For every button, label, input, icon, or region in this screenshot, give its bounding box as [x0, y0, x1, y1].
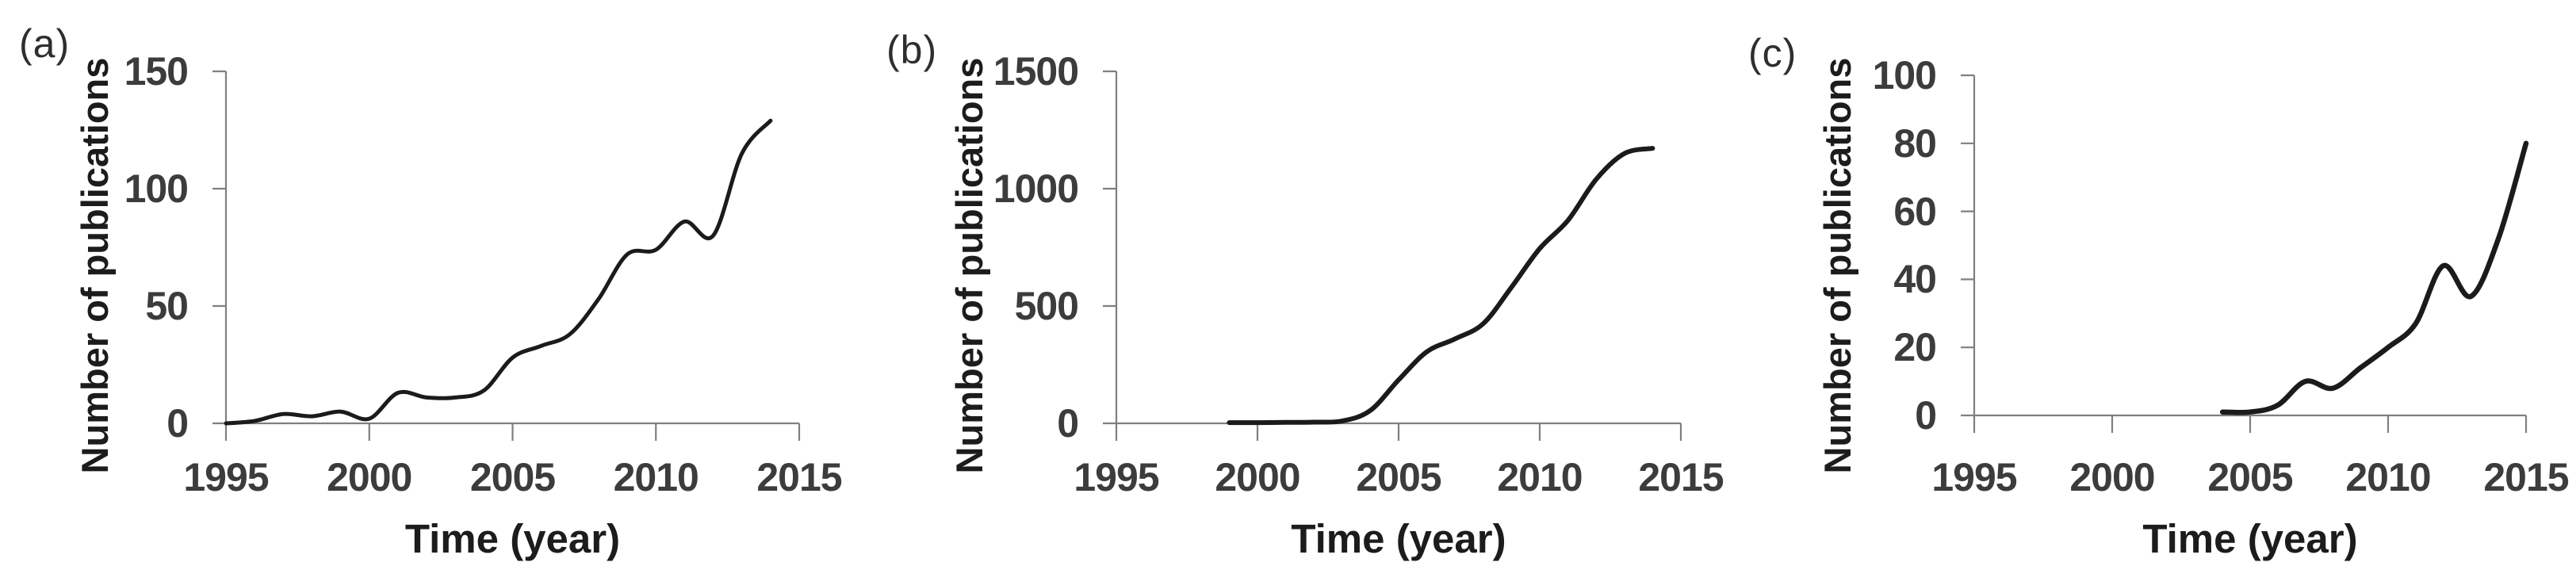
y-tick-label: 40 — [1893, 257, 1937, 302]
x-tick-label: 2015 — [756, 455, 842, 499]
y-tick-label: 0 — [1915, 393, 1937, 438]
y-tick-label: 60 — [1893, 189, 1937, 234]
chart-panel-a: (a) Number of publications Time (year) 0… — [0, 0, 859, 570]
chart-panel-b: (b) Number of publications Time (year) 0… — [859, 0, 1724, 570]
x-tick-label: 2000 — [1215, 455, 1300, 499]
plot-area — [212, 70, 801, 441]
y-tick-label: 100 — [1872, 53, 1937, 98]
x-axis-title: Time (year) — [2142, 516, 2358, 561]
y-tick-label: 50 — [145, 284, 189, 328]
plot-area — [1103, 70, 1682, 441]
panel-label-b: (b) — [886, 28, 938, 72]
x-tick-label: 2005 — [469, 455, 556, 499]
x-tick-label: 2010 — [1497, 455, 1583, 499]
x-tick-label: 1995 — [1931, 455, 2017, 499]
y-tick-label: 150 — [124, 49, 189, 94]
y-tick-label: 0 — [1057, 401, 1079, 446]
y-tick-label: 1000 — [993, 166, 1079, 211]
publications-curve — [2219, 140, 2529, 415]
axis-lines — [1103, 70, 1682, 441]
publications-curve — [1227, 146, 1655, 426]
y-tick-label: 0 — [167, 401, 189, 446]
y-tick-label: 80 — [1893, 121, 1937, 166]
y-tick-label: 20 — [1893, 325, 1937, 370]
x-tick-label: 2015 — [1638, 455, 1724, 499]
plot-area — [1961, 74, 2529, 433]
x-tick-label: 2000 — [327, 455, 412, 499]
chart-panel-c: (c) Number of publications Time (year) 0… — [1717, 0, 2576, 570]
y-tick-label: 1500 — [993, 49, 1079, 94]
x-tick-label: 2005 — [2207, 455, 2293, 499]
x-tick-label: 2000 — [2069, 455, 2155, 499]
x-axis-title: Time (year) — [404, 516, 621, 561]
x-axis-title: Time (year) — [1291, 516, 1506, 561]
x-tick-label: 2005 — [1356, 455, 1441, 499]
axis-lines — [1961, 74, 2528, 433]
x-tick-label: 2015 — [2483, 455, 2569, 499]
x-tick-label: 2010 — [613, 455, 699, 499]
axis-lines — [212, 70, 801, 441]
x-tick-label: 1995 — [183, 455, 269, 499]
panel-label-c: (c) — [1748, 31, 1797, 75]
y-tick-label: 500 — [1014, 284, 1079, 328]
publications-curve — [224, 118, 773, 426]
panel-label-a: (a) — [19, 21, 71, 66]
y-tick-label: 100 — [124, 166, 189, 211]
x-tick-label: 2010 — [2345, 455, 2431, 499]
x-tick-label: 1995 — [1074, 455, 1159, 499]
